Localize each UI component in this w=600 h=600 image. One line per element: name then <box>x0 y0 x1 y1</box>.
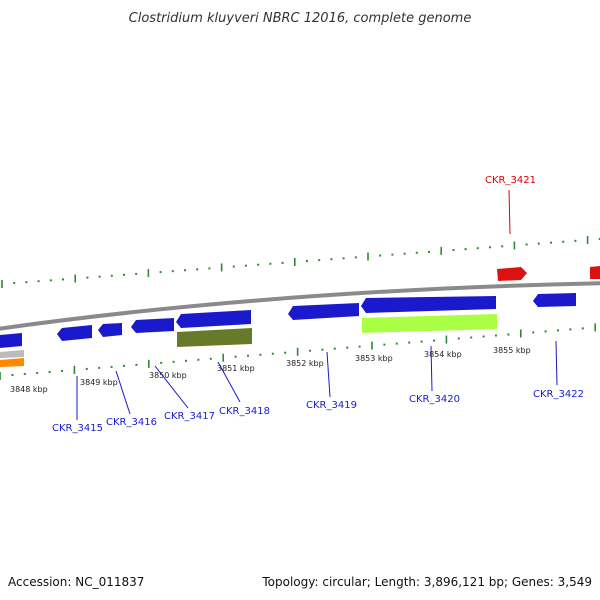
kbp-label: 3849 kbp <box>80 378 118 387</box>
kbp-label: 3853 kbp <box>355 354 393 363</box>
gene-label-ckr-3421[interactable]: CKR_3421 <box>485 175 536 186</box>
genome-title: Clostridium kluyveri NBRC 12016, complet… <box>129 11 472 26</box>
rrna-feature-ckr-3421[interactable] <box>497 267 527 281</box>
leader-line <box>154 365 189 409</box>
forward-feature-track <box>497 266 600 281</box>
leader-line <box>326 351 331 398</box>
gene-label-ckr-3415[interactable]: CKR_3415 <box>52 423 103 434</box>
cds-arrow-3417[interactable] <box>131 318 174 333</box>
rna-feature-track <box>0 314 497 367</box>
rrna-feature-edge[interactable] <box>590 266 600 279</box>
leader-lines <box>76 189 558 420</box>
feature-orange-bar[interactable] <box>0 358 24 367</box>
kbp-label: 3851 kbp <box>217 364 255 373</box>
leader-line <box>508 189 511 235</box>
kbp-label: 3854 kbp <box>424 350 462 359</box>
feature-green-dark-bar[interactable] <box>177 328 252 347</box>
feature-green-light-bar[interactable] <box>362 314 497 333</box>
kbp-label: 3848 kbp <box>10 385 48 394</box>
kbp-label-group: 3848 kbp 3849 kbp 3850 kbp 3851 kbp 3852… <box>10 346 531 394</box>
gene-label-ckr-3420[interactable]: CKR_3420 <box>409 394 460 405</box>
leader-line <box>430 345 433 392</box>
kbp-label: 3855 kbp <box>493 346 531 355</box>
gene-label-ckr-3417[interactable]: CKR_3417 <box>164 411 215 422</box>
accession-text: Accession: NC_011837 <box>8 575 144 589</box>
cds-arrow-3414[interactable] <box>0 333 22 348</box>
feature-gray-bar[interactable] <box>0 350 24 358</box>
leader-line <box>115 370 131 415</box>
kbp-label: 3850 kbp <box>149 371 187 380</box>
gene-label-group: CKR_3415 CKR_3416 CKR_3417 CKR_3418 CKR_… <box>52 175 584 434</box>
cds-arrow-3422[interactable] <box>533 293 576 307</box>
cds-arrow-3418[interactable] <box>176 310 251 328</box>
chromosome-backbone <box>0 281 600 331</box>
cds-arrow-3420[interactable] <box>361 296 496 313</box>
cds-arrow-3416[interactable] <box>98 323 122 337</box>
gene-label-ckr-3419[interactable]: CKR_3419 <box>306 400 357 411</box>
genome-summary-text: Topology: circular; Length: 3,896,121 bp… <box>261 575 592 589</box>
leader-line <box>555 340 558 386</box>
gene-label-ckr-3416[interactable]: CKR_3416 <box>106 417 157 428</box>
kbp-label: 3852 kbp <box>286 359 324 368</box>
cds-track <box>0 293 576 348</box>
outer-tick-track <box>1 235 600 288</box>
cds-arrow-3415[interactable] <box>57 325 92 341</box>
inner-tick-track <box>0 323 597 380</box>
cds-arrow-3419[interactable] <box>288 303 359 320</box>
gene-label-ckr-3422[interactable]: CKR_3422 <box>533 389 584 400</box>
gene-label-ckr-3418[interactable]: CKR_3418 <box>219 406 270 417</box>
leader-line <box>217 361 241 403</box>
